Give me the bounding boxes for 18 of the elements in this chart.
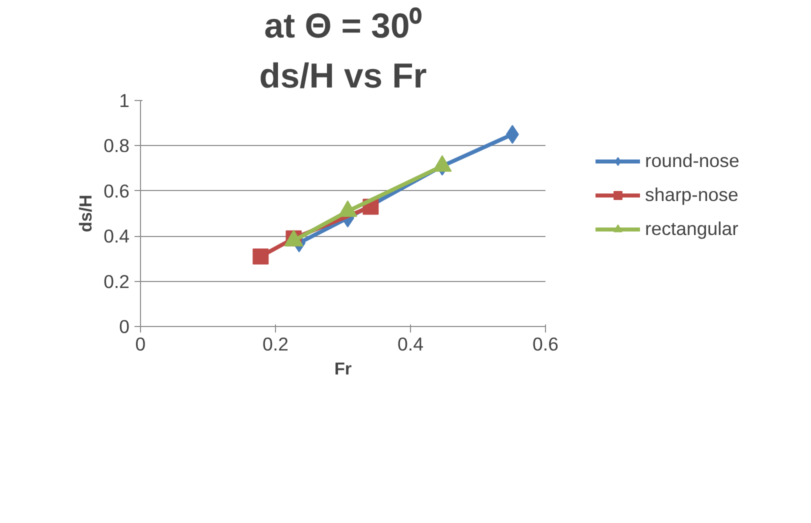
x-tick-label: 0.6 xyxy=(532,334,558,354)
legend-label: sharp-nose xyxy=(645,184,738,206)
y-tick-label: 0.6 xyxy=(104,180,130,202)
chart-subtitle: ds/H vs Fr xyxy=(259,58,427,96)
y-tick-label: 0 xyxy=(119,316,130,337)
y-axis-title: ds/H xyxy=(76,194,96,232)
x-tick-label: 0 xyxy=(135,334,146,354)
chart-title: at Θ = 30⁰ xyxy=(264,6,422,46)
y-tick-label: 0.4 xyxy=(104,226,130,247)
y-tick-label: 0.2 xyxy=(104,270,130,292)
x-tick-label: 0.2 xyxy=(262,334,288,354)
x-tick-label: 0.4 xyxy=(398,334,424,354)
legend-label: rectangular xyxy=(645,218,738,240)
x-axis-title: Fr xyxy=(334,358,352,378)
y-tick-label: 0.8 xyxy=(104,135,130,156)
y-tick-label: 1 xyxy=(119,90,130,111)
point xyxy=(252,248,269,264)
legend-label: round-nose xyxy=(645,150,740,172)
